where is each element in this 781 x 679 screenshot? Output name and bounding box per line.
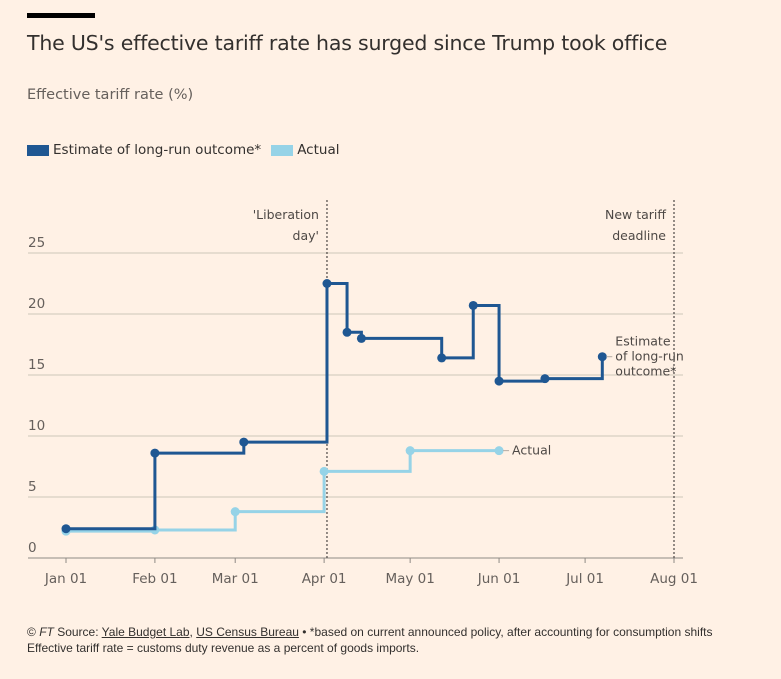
chart-title: The US's effective tariff rate has surge… <box>27 31 668 55</box>
legend-label-actual: Actual <box>297 142 340 158</box>
legend-item-estimate: Estimate of long-run outcome* <box>27 142 261 158</box>
data-point-actual <box>230 507 240 517</box>
y-tick-label: 10 <box>28 418 45 434</box>
source-line: © FT Source: Yale Budget Lab, US Census … <box>27 624 767 640</box>
y-tick-label: 25 <box>28 235 45 251</box>
annotation-label: day' <box>293 228 319 243</box>
data-point-estimate <box>597 352 607 362</box>
data-point-estimate <box>494 376 504 386</box>
chart-subtitle: Effective tariff rate (%) <box>27 87 194 103</box>
end-label-estimate: Estimate <box>615 334 671 349</box>
x-tick-label: May 01 <box>385 571 434 587</box>
end-label-estimate: outcome* <box>615 364 676 379</box>
data-point-actual <box>319 466 329 476</box>
legend: Estimate of long-run outcome* Actual <box>27 142 349 158</box>
end-label-actual: Actual <box>512 443 551 458</box>
data-point-estimate <box>239 437 249 447</box>
data-point-actual <box>405 446 415 456</box>
data-point-actual <box>494 446 504 456</box>
copyright: © <box>27 625 40 639</box>
y-tick-label: 5 <box>28 479 37 495</box>
x-tick-label: Aug 01 <box>650 571 698 587</box>
x-tick-label: Apr 01 <box>302 571 347 587</box>
series-line-actual <box>66 449 500 533</box>
data-point-estimate <box>356 333 366 343</box>
x-tick-label: Jan 01 <box>44 571 87 587</box>
footnote: • *based on current announced policy, af… <box>298 625 713 639</box>
legend-item-actual: Actual <box>271 142 339 158</box>
data-point-estimate <box>342 327 352 337</box>
source-prefix: Source: <box>53 625 102 639</box>
end-label-estimate: of long-run <box>615 349 684 364</box>
x-tick-label: Mar 01 <box>212 571 259 587</box>
x-tick-label: Jul 01 <box>565 571 604 587</box>
footer: © FT Source: Yale Budget Lab, US Census … <box>27 624 767 656</box>
data-point-estimate <box>540 374 550 384</box>
x-tick-label: Feb 01 <box>132 571 177 587</box>
annotation-label: 'Liberation <box>253 207 319 222</box>
definition: Effective tariff rate = customs duty rev… <box>27 641 420 655</box>
data-point-estimate <box>150 448 160 458</box>
source-link-census[interactable]: US Census Bureau <box>196 625 299 639</box>
data-point-estimate <box>322 279 332 288</box>
annotation-label: deadline <box>612 228 666 243</box>
y-tick-label: 0 <box>28 540 37 556</box>
series-line-estimate <box>66 282 604 531</box>
y-tick-label: 15 <box>28 357 45 373</box>
ft-top-bar <box>27 13 95 18</box>
source-separator: , <box>189 625 197 639</box>
source-link-yale[interactable]: Yale Budget Lab <box>101 625 190 639</box>
y-tick-label: 20 <box>28 296 45 312</box>
data-point-estimate <box>468 300 478 310</box>
legend-swatch-estimate <box>27 144 49 156</box>
data-point-estimate <box>437 353 447 363</box>
annotation-label: New tariff <box>605 207 666 222</box>
ft-label: FT <box>39 625 54 639</box>
legend-label-estimate: Estimate of long-run outcome* <box>53 142 262 158</box>
data-point-estimate <box>61 524 71 534</box>
legend-swatch-actual <box>271 144 294 156</box>
x-tick-label: Jun 01 <box>477 571 521 587</box>
